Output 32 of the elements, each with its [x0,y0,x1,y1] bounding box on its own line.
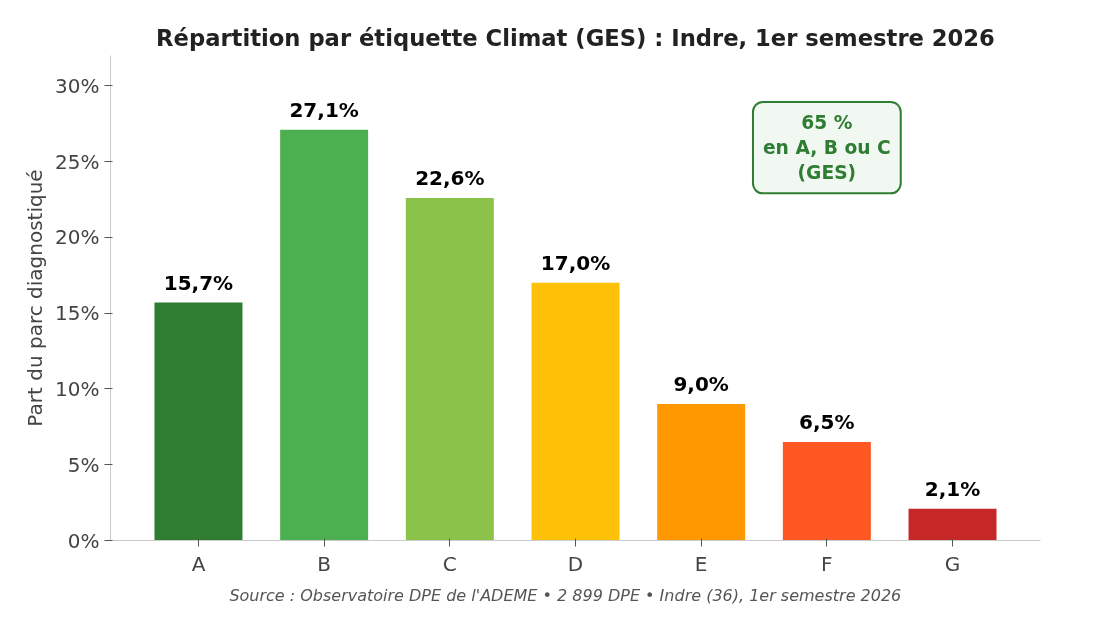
data-label: 17,0% [540,250,611,275]
data-label: 27,1% [289,97,359,122]
y-tick-label: 5% [67,452,100,477]
x-tick-label: A [191,551,206,576]
data-label: 9,0% [673,372,729,397]
bar [908,508,997,541]
y-tick-label: 30% [55,73,100,98]
x-tick-label: E [694,551,708,576]
y-tick-label: 10% [55,376,100,401]
x-tick-label: F [821,551,833,576]
bar [280,129,369,541]
data-label: 6,5% [799,409,855,434]
data-label: 15,7% [163,270,234,295]
bar [782,441,871,541]
y-tick-label: 25% [55,149,100,174]
chart-title: Répartition par étiquette Climat (GES) : Indre, 1er semestre 2026 [156,24,995,51]
bar [531,282,620,541]
y-tick-label: 20% [55,225,100,250]
x-tick-label: C [442,551,457,576]
x-tick-label: D [567,551,584,576]
annotation: 65 % en A, B ou C (GES) [762,111,891,184]
bar [154,302,243,541]
x-tick-label: B [317,551,332,576]
y-tick-label: 0% [67,528,100,553]
bar [657,404,746,541]
data-label: 22,6% [415,165,485,190]
x-tick-label: G [944,551,961,576]
y-axis-title: Part du parc diagnostiqué [23,169,48,427]
data-label: 2,1% [924,476,981,501]
source-note: Source : Observatoire DPE de l'ADEME • 2 899 DPE • Indre (36), 1er semestre 2026 [229,585,902,605]
y-tick-label: 15% [55,301,100,326]
bar [405,197,494,541]
